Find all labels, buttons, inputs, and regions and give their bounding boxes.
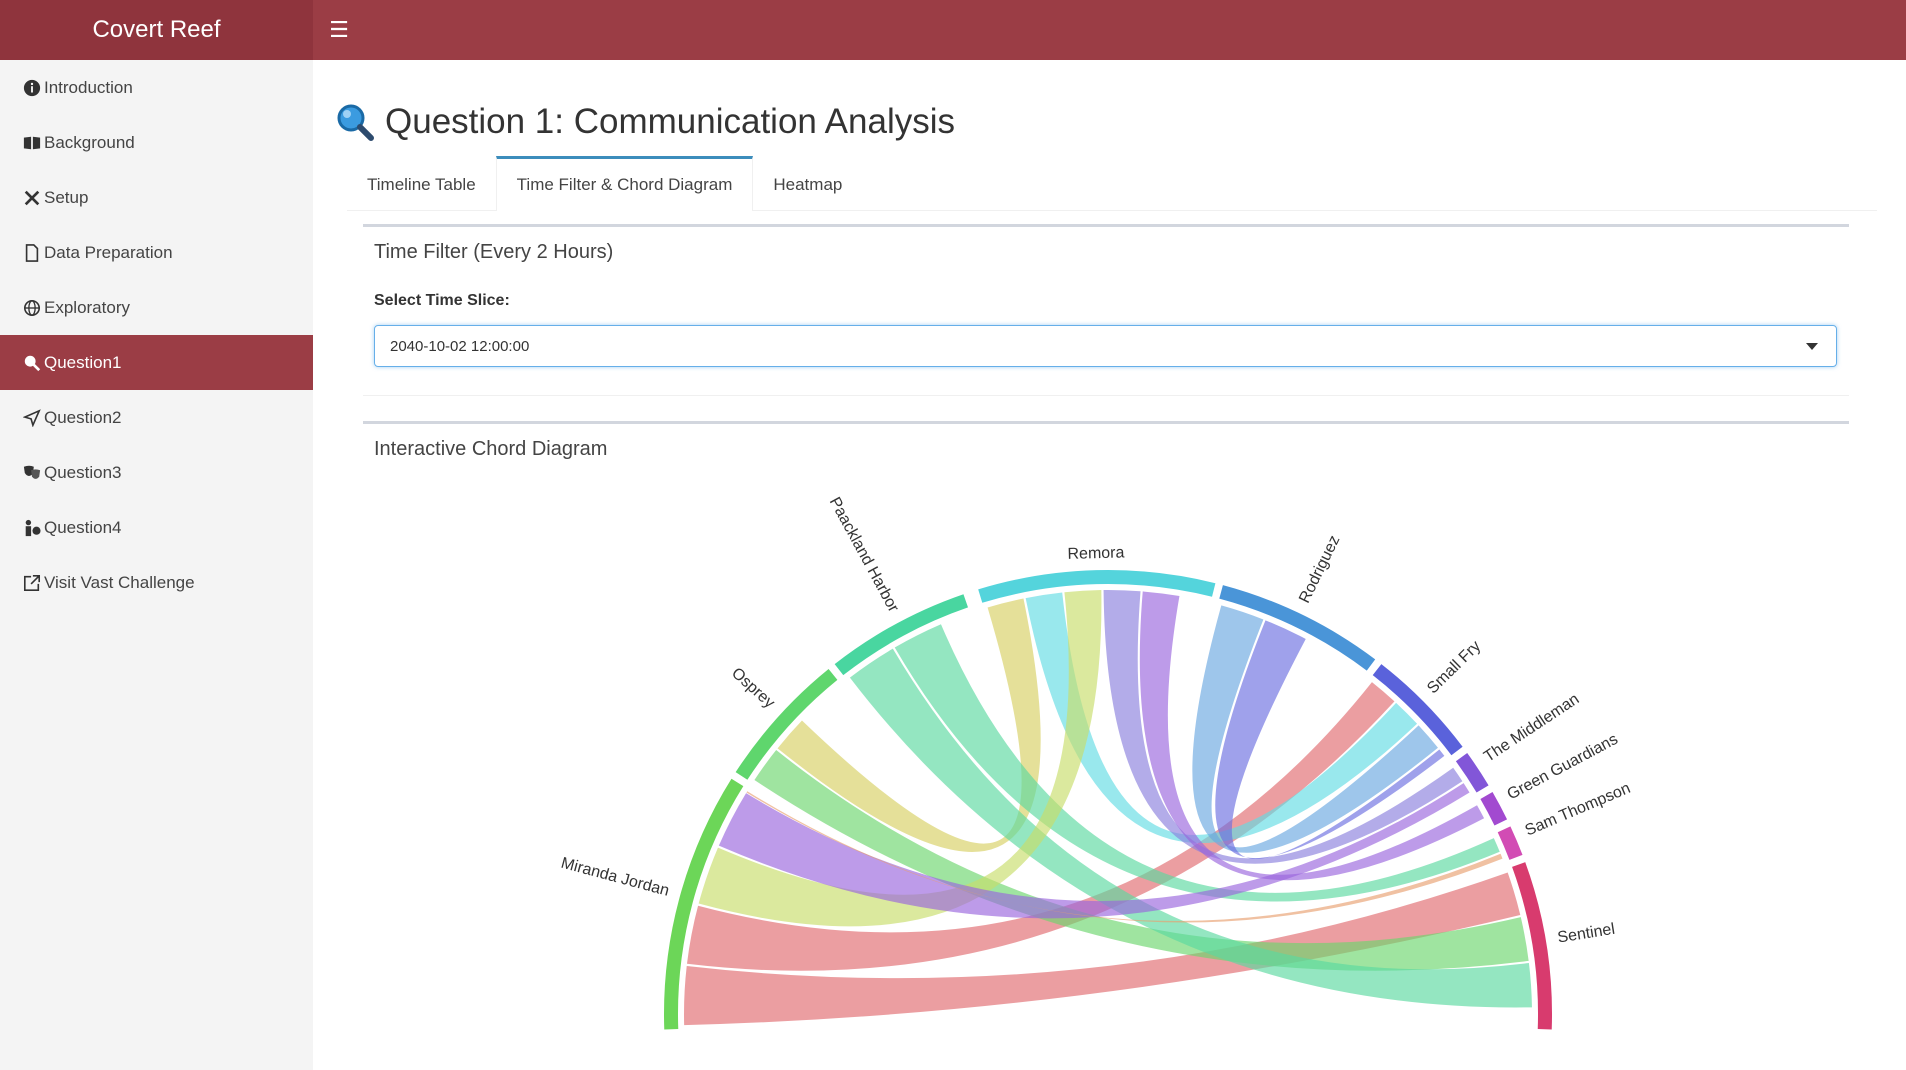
chord-group-arc[interactable] [978,570,1216,603]
chord-group-label: Paackland Harbor [826,494,902,615]
chord-group-label: Miranda Jordan [559,855,671,900]
sidebar-item-label: Data Preparation [44,242,173,262]
book-icon [22,133,42,153]
chord-group-arc[interactable] [735,668,838,780]
brand-title[interactable]: Covert Reef [0,0,313,60]
chord-ribbon[interactable] [849,648,1532,1008]
external-link-icon [22,573,42,593]
sidebar-item-label: Question1 [44,352,122,372]
sidebar-item-label: Background [44,132,135,152]
tab-bar: Timeline Table Time Filter & Chord Diagr… [347,156,1877,211]
chord-group-label: Sentinel [1556,921,1616,947]
sidebar-item-introduction[interactable]: Introduction [0,60,313,115]
chord-group-arc[interactable] [664,778,744,1030]
tab-timeline-table[interactable]: Timeline Table [367,175,476,194]
chord-group-arc[interactable] [1219,585,1376,671]
search-icon [22,353,42,373]
magnifying-glass-icon [337,104,374,141]
file-icon [22,243,42,263]
time-slice-select[interactable]: 2040-10-02 12:00:00 [374,325,1837,367]
sidebar-item-setup[interactable]: Setup [0,170,313,225]
sidebar-item-label: Visit Vast Challenge [44,572,195,592]
page-title-text: Question 1: Communication Analysis [385,102,955,141]
sidebar-item-background[interactable]: Background [0,115,313,170]
page-title: Question 1: Communication Analysis [335,102,955,142]
chevron-down-icon [1806,343,1818,350]
sidebar-item-question1[interactable]: Question1 [0,335,313,390]
chord-ribbon[interactable] [698,590,1102,927]
sidebar-item-question2[interactable]: Question2 [0,390,313,445]
time-filter-box: Time Filter (Every 2 Hours) Select Time … [363,224,1849,396]
sidebar-item-question4[interactable]: Question4 [0,500,313,555]
chord-diagram-box: Interactive Chord Diagram Remora Rodrigue… [363,421,1849,1070]
sidebar-item-label: Question4 [44,517,122,537]
chord-ribbon[interactable] [894,624,1500,902]
time-slice-label: Select Time Slice: [374,292,510,309]
sidebar-item-visit-vast-challenge[interactable]: Visit Vast Challenge [0,555,313,610]
sidebar-item-label: Exploratory [44,297,130,317]
chord-group-label: Small Fry [1424,638,1484,697]
sidebar-item-label: Question2 [44,407,122,427]
chord-group-label: Osprey [728,665,778,712]
chord-ribbon[interactable] [1192,605,1438,853]
chord-group-arc[interactable] [1372,664,1463,756]
tab-heatmap[interactable]: Heatmap [773,175,843,194]
top-navbar: Covert Reef ☰ [0,0,1906,60]
chord-ribbon[interactable] [1215,620,1445,859]
chord-group-label: Rodriguez [1296,533,1343,606]
chord-group-arc[interactable] [1497,826,1523,860]
globe-icon [22,298,42,318]
time-slice-value: 2040-10-02 12:00:00 [390,337,530,355]
chord-ribbon[interactable] [754,750,1529,971]
chord-group-arc[interactable] [1480,792,1508,826]
chord-group-arc[interactable] [1455,753,1489,793]
person-question-icon [22,518,42,538]
chord-ribbon[interactable] [1025,592,1418,844]
tab-time-filter-chord-diagram[interactable]: Time Filter & Chord Diagram [495,156,754,211]
main-content: Question 1: Communication Analysis Timel… [313,60,1906,1070]
hamburger-icon[interactable]: ☰ [329,17,349,42]
sidebar-item-exploratory[interactable]: Exploratory [0,280,313,335]
chord-group-label: Remora [1067,544,1124,562]
chord-ribbon[interactable] [1139,591,1485,881]
chord-ribbon[interactable] [718,783,1470,919]
sidebar-item-question3[interactable]: Question3 [0,445,313,500]
chord-group-arc[interactable] [834,594,969,676]
theater-masks-icon [22,463,42,483]
chord-group-arc[interactable] [1512,862,1552,1030]
sidebar-item-label: Setup [44,187,89,207]
tools-icon [22,188,42,208]
sidebar-item-label: Question3 [44,462,122,482]
info-icon [22,78,42,98]
sidebar: Introduction Background Setup Data Prepa… [0,60,313,1070]
paper-plane-icon [22,408,42,428]
chord-ribbon[interactable] [684,872,1521,1026]
sidebar-item-label: Introduction [44,77,133,97]
chord-ribbon[interactable] [777,598,1041,852]
time-filter-title: Time Filter (Every 2 Hours) [374,241,614,263]
chord-diagram-title: Interactive Chord Diagram [374,438,608,460]
sidebar-item-data-preparation[interactable]: Data Preparation [0,225,313,280]
